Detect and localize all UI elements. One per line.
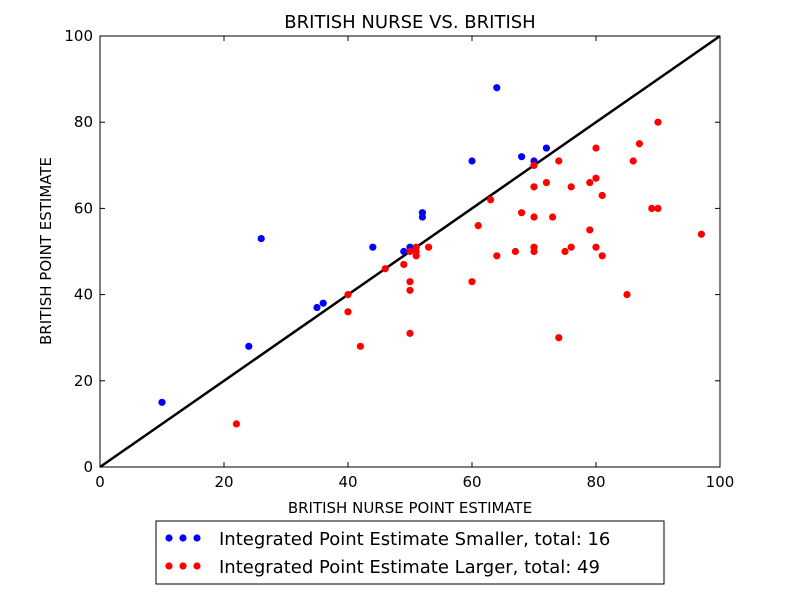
point-series-2	[598, 191, 606, 200]
point-series-2	[530, 243, 538, 251]
point-series-2	[567, 183, 575, 191]
point-series-2	[344, 291, 352, 299]
point-series-2	[623, 291, 631, 299]
point-series-2	[598, 252, 606, 260]
point-series-2	[487, 196, 495, 204]
y-tick-label: 0	[83, 458, 93, 476]
point-series-2	[468, 278, 476, 286]
legend-label: Integrated Point Estimate Smaller, total…	[219, 529, 610, 550]
plot-frame	[99, 35, 721, 468]
legend-marker	[193, 534, 201, 542]
point-series-1	[493, 84, 501, 92]
legend-label: Integrated Point Estimate Larger, total:…	[219, 557, 600, 578]
x-tick-label: 40	[338, 473, 357, 491]
y-tick-label: 80	[74, 113, 93, 131]
point-series-2	[586, 226, 594, 234]
point-series-1	[158, 398, 166, 406]
legend-marker	[179, 562, 187, 570]
point-series-2	[561, 247, 569, 256]
x-axis-label: BRITISH NURSE POINT ESTIMATE	[288, 499, 532, 517]
x-axis-ticks: 0 20 40 60 80 100	[95, 36, 734, 491]
point-series-2	[567, 243, 575, 251]
point-series-2	[406, 278, 414, 286]
x-tick-label: 60	[462, 473, 481, 491]
point-series-2	[635, 140, 644, 148]
point-series-2	[356, 342, 364, 350]
point-series-1	[542, 144, 551, 152]
point-series-2	[629, 157, 637, 165]
x-tick-label: 100	[706, 473, 735, 491]
point-series-2	[697, 230, 706, 238]
point-series-1	[468, 157, 476, 165]
legend-marker	[179, 534, 187, 542]
plot-area	[99, 34, 721, 469]
point-series-2	[592, 243, 600, 251]
y-tick-label: 100	[64, 27, 93, 45]
y-tick-label: 60	[74, 199, 93, 217]
y-axis-label: BRITISH POINT ESTIMATE	[37, 157, 55, 345]
point-series-2	[381, 265, 389, 273]
point-series-2	[654, 118, 662, 126]
chart-title: BRITISH NURSE VS. BRITISH	[284, 12, 535, 33]
point-series-2	[493, 252, 501, 260]
point-series-1	[400, 247, 408, 256]
point-series-2	[592, 144, 600, 152]
point-series-2	[344, 308, 352, 316]
y-tick-label: 20	[74, 372, 93, 390]
x-tick-label: 20	[214, 473, 233, 491]
point-series-1	[369, 243, 377, 251]
y-tick-label: 40	[74, 286, 93, 304]
point-series-2	[518, 209, 526, 217]
point-series-2	[406, 247, 414, 256]
point-series-1	[257, 234, 265, 243]
point-series-2	[549, 213, 557, 221]
point-series-2	[586, 178, 594, 187]
point-series-2	[232, 420, 240, 428]
point-series-1	[313, 303, 321, 312]
point-series-1	[319, 299, 327, 307]
x-tick-label: 0	[95, 473, 105, 491]
y-axis-ticks: 0 20 40 60 80 100	[64, 27, 720, 476]
point-series-2	[530, 161, 538, 169]
point-series-2	[648, 204, 656, 212]
point-series-1	[245, 342, 253, 350]
point-series-2	[400, 260, 408, 269]
point-series-2	[406, 329, 414, 337]
x-tick-label: 80	[586, 473, 605, 491]
legend-marker	[165, 534, 173, 542]
legend: Integrated Point Estimate Smaller, total…	[155, 520, 665, 585]
point-series-2	[555, 157, 563, 165]
point-series-2	[555, 334, 563, 342]
legend-marker	[165, 562, 173, 570]
point-series-2	[425, 243, 433, 251]
point-series-2	[511, 247, 519, 256]
point-series-2	[530, 183, 538, 191]
legend-marker	[193, 562, 201, 570]
point-series-2	[542, 178, 551, 187]
point-series-1	[518, 153, 526, 161]
data-points	[158, 84, 706, 428]
point-series-2	[654, 204, 662, 212]
point-series-2	[530, 213, 538, 221]
point-series-1	[418, 209, 426, 217]
legend-frame	[155, 520, 665, 585]
point-series-2	[412, 243, 420, 251]
point-series-2	[474, 222, 482, 230]
point-series-2	[592, 174, 600, 182]
point-series-2	[406, 286, 414, 294]
